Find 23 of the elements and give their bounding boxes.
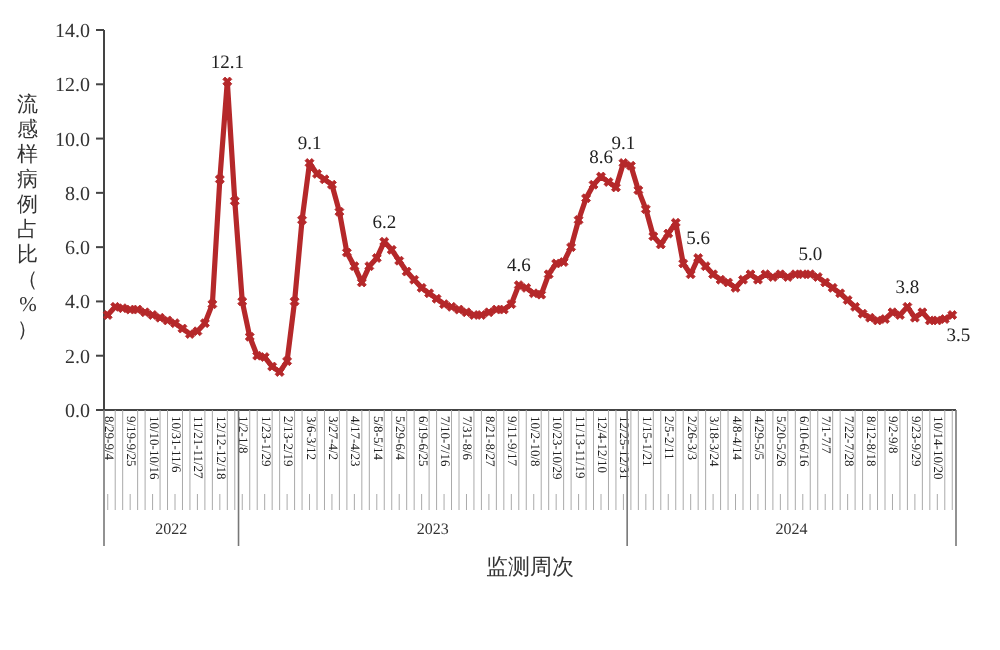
text: 2022 <box>155 520 188 538</box>
y-tick-label: 4.0 <box>65 292 90 315</box>
data-label: 3.5 <box>946 327 971 347</box>
y-tick-label: 10.0 <box>55 129 90 152</box>
y-tick-label: 12.0 <box>55 75 90 98</box>
data-label: 4.6 <box>506 257 532 278</box>
data-label: 9.1 <box>297 135 322 155</box>
y-tick-label: 14.0 <box>55 21 90 43</box>
y-tick-label: 6.0 <box>65 238 90 261</box>
data-label: 5.0 <box>798 246 823 267</box>
text: 流感样病例占比（%） <box>17 95 39 343</box>
y-tick-label: 0.0 <box>65 401 90 423</box>
y-tick-label: 8.0 <box>65 183 90 206</box>
text: 2024 <box>775 520 808 538</box>
data-label: 8.6 <box>589 148 614 169</box>
data-label: 9.1 <box>611 135 636 155</box>
data-label: 12.1 <box>210 53 245 74</box>
text: 2023 <box>416 520 449 538</box>
data-label: 6.2 <box>372 213 397 234</box>
y-tick-label: 2.0 <box>65 346 90 369</box>
x-axis-title: 监测周次 <box>486 556 574 580</box>
data-label: 5.6 <box>686 230 711 250</box>
data-label: 3.8 <box>895 278 920 299</box>
